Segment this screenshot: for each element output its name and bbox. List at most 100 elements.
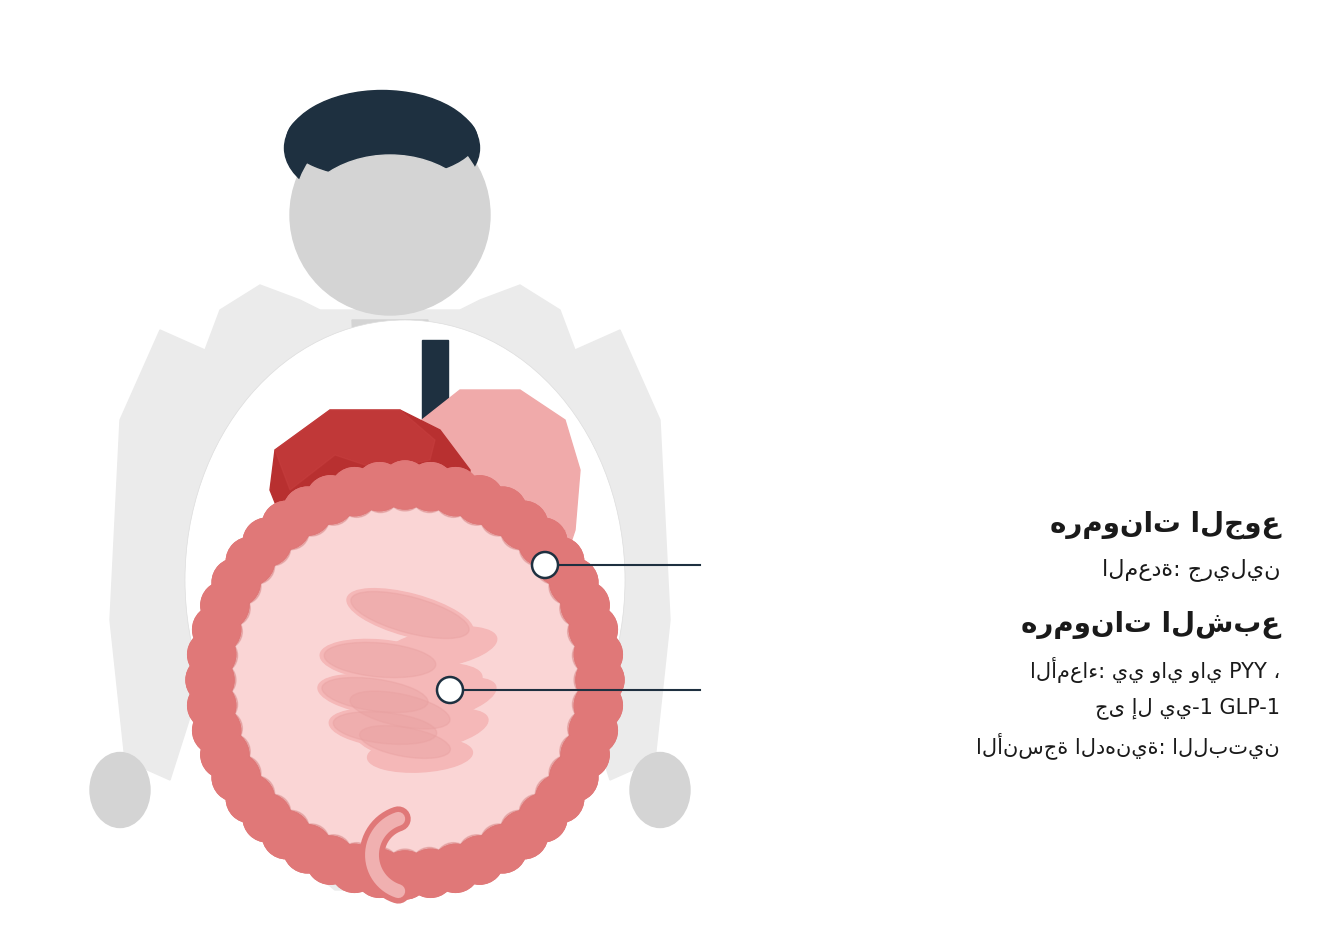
Ellipse shape: [395, 678, 496, 722]
Circle shape: [255, 794, 290, 830]
Ellipse shape: [294, 155, 486, 305]
Circle shape: [455, 837, 504, 885]
Ellipse shape: [358, 664, 482, 707]
Ellipse shape: [220, 495, 590, 865]
Text: الأنسجة الدهنية: اللبتين: الأنسجة الدهنية: اللبتين: [977, 732, 1280, 760]
Circle shape: [226, 775, 275, 822]
Polygon shape: [110, 330, 220, 780]
Circle shape: [568, 711, 603, 746]
Circle shape: [263, 501, 310, 549]
Circle shape: [432, 844, 479, 892]
Circle shape: [519, 794, 566, 842]
Circle shape: [193, 707, 240, 755]
Circle shape: [387, 849, 422, 885]
Circle shape: [500, 810, 548, 859]
Circle shape: [536, 538, 583, 586]
Ellipse shape: [185, 320, 624, 840]
Circle shape: [214, 590, 251, 626]
Circle shape: [355, 850, 404, 898]
Ellipse shape: [285, 90, 479, 206]
Circle shape: [500, 810, 548, 859]
Circle shape: [330, 844, 379, 892]
Circle shape: [478, 825, 527, 873]
Circle shape: [536, 548, 572, 584]
Ellipse shape: [351, 591, 469, 638]
Circle shape: [576, 656, 624, 704]
Polygon shape: [422, 390, 579, 620]
Circle shape: [536, 538, 583, 586]
Circle shape: [549, 756, 585, 791]
Circle shape: [436, 481, 471, 517]
Circle shape: [519, 518, 566, 566]
Ellipse shape: [286, 98, 477, 178]
Circle shape: [315, 835, 351, 870]
Circle shape: [561, 730, 609, 778]
Circle shape: [569, 605, 618, 653]
Ellipse shape: [381, 709, 488, 751]
Circle shape: [412, 477, 447, 512]
Circle shape: [500, 810, 537, 846]
Circle shape: [193, 605, 240, 653]
Text: هرمونات الشبع: هرمونات الشبع: [1020, 611, 1280, 639]
Circle shape: [293, 500, 330, 536]
Ellipse shape: [355, 723, 454, 761]
Circle shape: [381, 851, 429, 899]
Circle shape: [306, 476, 354, 524]
Polygon shape: [352, 320, 428, 390]
Circle shape: [213, 754, 260, 802]
Circle shape: [569, 605, 618, 653]
Circle shape: [239, 548, 275, 584]
Circle shape: [574, 662, 610, 698]
Circle shape: [560, 733, 595, 770]
Circle shape: [355, 462, 404, 510]
Circle shape: [432, 844, 479, 892]
Circle shape: [187, 631, 236, 679]
Circle shape: [432, 467, 479, 516]
Ellipse shape: [367, 738, 473, 772]
Circle shape: [226, 538, 275, 586]
Circle shape: [519, 794, 556, 830]
Circle shape: [407, 850, 454, 898]
Circle shape: [201, 581, 249, 630]
Circle shape: [573, 686, 609, 723]
Polygon shape: [560, 330, 671, 780]
Circle shape: [407, 462, 454, 510]
Circle shape: [284, 487, 331, 535]
Circle shape: [573, 637, 609, 674]
Circle shape: [455, 476, 504, 524]
Circle shape: [330, 467, 379, 516]
Circle shape: [412, 847, 447, 884]
Circle shape: [550, 558, 598, 606]
Circle shape: [355, 850, 404, 898]
Ellipse shape: [356, 699, 474, 741]
Circle shape: [519, 518, 566, 566]
Ellipse shape: [322, 678, 428, 713]
Circle shape: [437, 677, 463, 703]
Circle shape: [201, 662, 236, 698]
Circle shape: [339, 842, 375, 879]
Polygon shape: [190, 285, 590, 890]
Circle shape: [306, 476, 354, 524]
Circle shape: [243, 518, 292, 566]
Ellipse shape: [630, 753, 690, 827]
Circle shape: [436, 842, 471, 879]
Circle shape: [206, 711, 243, 746]
Circle shape: [315, 489, 351, 525]
Circle shape: [243, 794, 292, 842]
Circle shape: [561, 581, 609, 630]
Circle shape: [458, 835, 495, 870]
Circle shape: [561, 581, 609, 630]
Circle shape: [569, 707, 618, 755]
Circle shape: [263, 501, 310, 549]
Circle shape: [226, 775, 275, 822]
Circle shape: [480, 824, 516, 860]
Circle shape: [574, 631, 622, 679]
Ellipse shape: [347, 588, 473, 641]
Polygon shape: [422, 340, 447, 500]
Circle shape: [273, 513, 309, 550]
Circle shape: [569, 707, 618, 755]
Circle shape: [284, 487, 331, 535]
Circle shape: [560, 590, 595, 626]
Circle shape: [306, 837, 354, 885]
Circle shape: [330, 844, 379, 892]
